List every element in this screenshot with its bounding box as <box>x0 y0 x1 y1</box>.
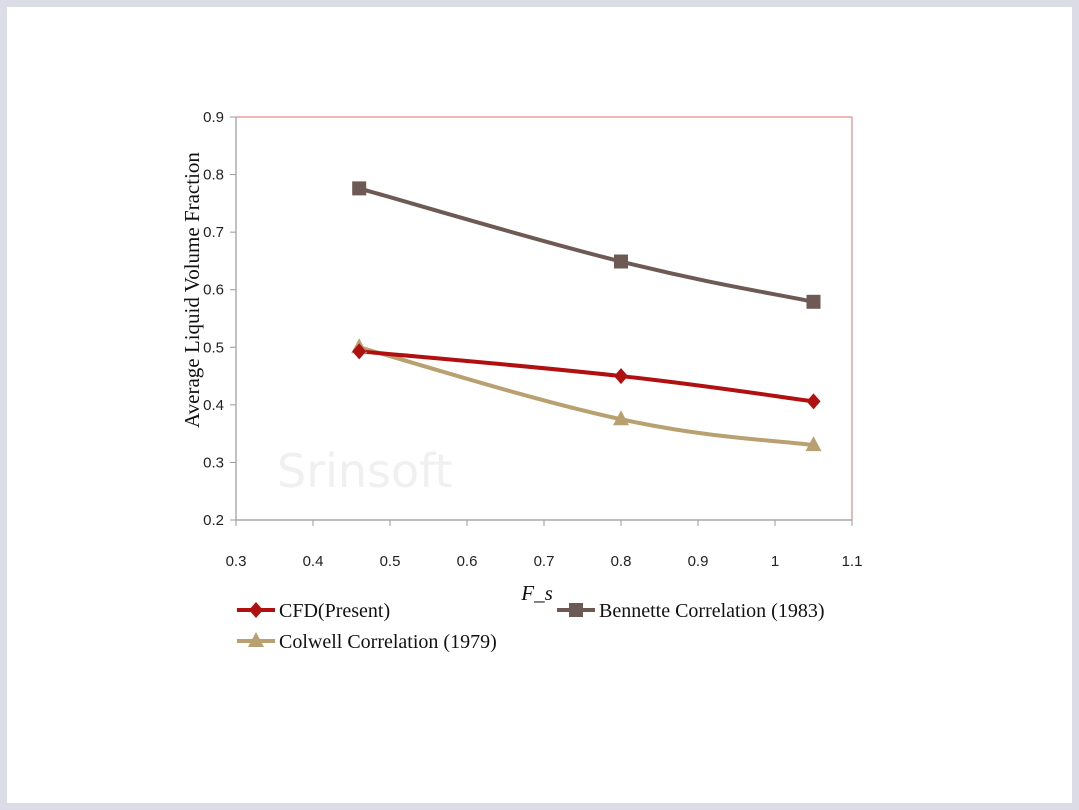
x-axis-label: F_s <box>520 581 553 605</box>
legend-label-bennette-correlation: Bennette Correlation (1983) <box>599 600 825 622</box>
y-tick-label: 0.2 <box>203 512 224 529</box>
x-tick-label: 0.4 <box>303 553 324 570</box>
y-axis-label: Average Liquid Volume Fraction <box>180 152 204 428</box>
legend-swatch-marker <box>248 632 264 647</box>
bennette-correlation-point <box>352 181 367 196</box>
x-tick-label: 0.7 <box>534 553 555 570</box>
colwell-correlation-point <box>805 436 822 452</box>
legend-label-cfd-present: CFD(Present) <box>279 600 390 622</box>
x-tick-label: 0.3 <box>226 553 247 570</box>
y-tick-label: 0.3 <box>203 454 224 471</box>
x-tick-label: 0.6 <box>457 553 478 570</box>
slide: Srinsoft 0.3 0.4 0.5 0.6 0.7 0.8 0.9 1 1.1 0.2 0.3… <box>7 7 1072 803</box>
x-tick-label: 0.9 <box>688 553 709 570</box>
x-tick-label: 1 <box>771 553 779 570</box>
colwell-correlation-line <box>357 345 816 448</box>
y-tick-label: 0.6 <box>203 282 224 299</box>
y-tick-label: 0.7 <box>203 224 224 241</box>
y-tick-label: 0.4 <box>203 397 224 414</box>
bennette-correlation-line <box>357 186 816 304</box>
y-tick-label: 0.9 <box>203 109 224 126</box>
axis-ticks: 0.3 0.4 0.5 0.6 0.7 0.8 0.9 1 1.1 0.2 0.3 0.4 0.5 0.6… <box>203 109 862 570</box>
series-markers <box>351 181 822 452</box>
series-lines <box>357 186 816 448</box>
watermark: Srinsoft <box>277 444 453 498</box>
bennette-correlation-point <box>614 254 628 269</box>
colwell-correlation-point <box>613 410 629 426</box>
legend-swatch-marker <box>249 602 263 618</box>
line-chart: Srinsoft 0.3 0.4 0.5 0.6 0.7 0.8 0.9 1 1.10.20.3… <box>180 109 862 653</box>
bennette-correlation-point <box>806 294 821 309</box>
cfd-present-point <box>614 368 628 385</box>
legend-swatch-marker <box>569 603 583 617</box>
legend: CFD(Present) Colwell Correlation (1979) Be… <box>237 600 825 653</box>
cfd-present-line <box>357 349 816 404</box>
cfd-present-point <box>352 343 367 360</box>
x-tick-label: 0.5 <box>380 553 401 570</box>
x-tick-label: 1.1 <box>842 553 863 570</box>
y-tick-label: 0.8 <box>203 167 224 184</box>
y-tick-label: 0.5 <box>203 339 224 356</box>
legend-label-colwell-correlation: Colwell Correlation (1979) <box>279 631 497 653</box>
cfd-present-point <box>806 393 821 410</box>
x-tick-label: 0.8 <box>611 553 632 570</box>
